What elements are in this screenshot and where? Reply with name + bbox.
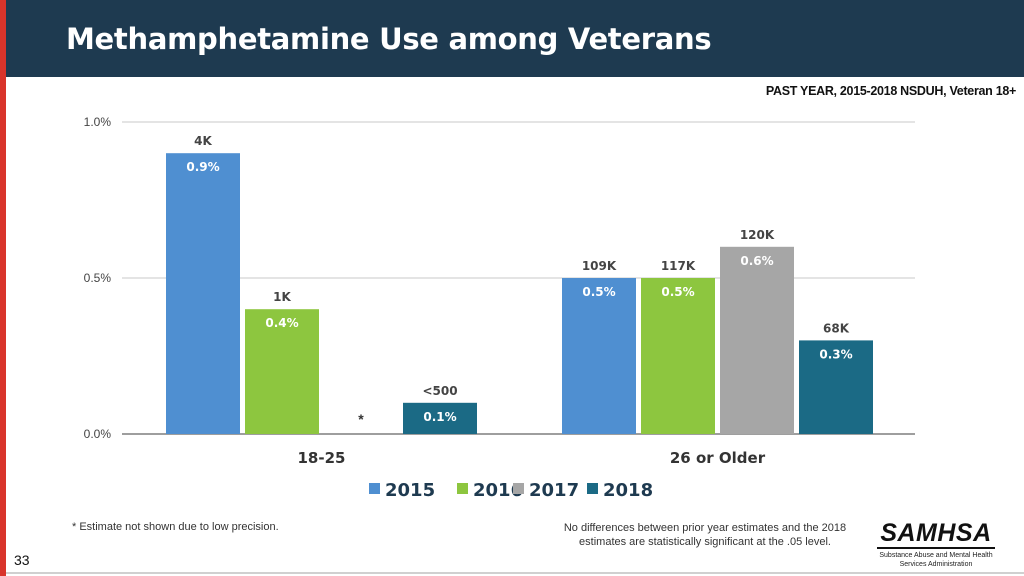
bar-value-label: 0.6% xyxy=(740,254,773,268)
bar-value-label: 0.5% xyxy=(661,285,694,299)
legend-swatch-2015 xyxy=(369,483,380,494)
accent-stripe xyxy=(0,0,6,576)
legend-label-2017: 2017 xyxy=(529,480,579,501)
bar-count-label: <500 xyxy=(422,384,457,398)
y-tick-label: 0.5% xyxy=(84,271,112,285)
legend-swatch-2018 xyxy=(587,483,598,494)
legend-swatch-2016 xyxy=(457,483,468,494)
footnote-significance: No differences between prior year estima… xyxy=(563,522,847,548)
suppressed-estimate-marker: * xyxy=(358,411,364,427)
bar-value-label: 0.4% xyxy=(265,316,298,330)
bar-2015-18-25 xyxy=(166,153,240,434)
footer-divider xyxy=(6,572,1024,574)
bar-2016-18-25 xyxy=(245,309,319,434)
bar-count-label: 68K xyxy=(823,321,850,335)
chart-subtitle: PAST YEAR, 2015-2018 NSDUH, Veteran 18+ xyxy=(765,84,1016,98)
header-banner: Methamphetamine Use among Veterans xyxy=(6,0,1024,77)
x-category-label: 26 or Older xyxy=(670,449,766,467)
bar-2018-26-plus xyxy=(799,340,873,434)
bar-value-label: 0.9% xyxy=(186,160,219,174)
legend-label-2016: 2016 xyxy=(473,480,523,501)
bar-chart: 0.0% 0.5% 1.0% 0.9% 4K 0.4% 1K * 0.1% <500 18-25 0.… xyxy=(84,115,915,501)
bar-2018-18-25 xyxy=(403,402,477,434)
bar-2015-26-plus xyxy=(562,278,636,434)
bar-value-label: 0.3% xyxy=(819,347,852,361)
logo-wordmark: SAMHSA xyxy=(880,519,992,547)
bar-count-label: 117K xyxy=(661,259,696,273)
bar-2017-26-plus xyxy=(720,246,794,434)
y-tick-label: 1.0% xyxy=(84,115,112,129)
bar-count-label: 4K xyxy=(194,134,212,148)
legend-swatch-2017 xyxy=(513,483,524,494)
y-tick-label: 0.0% xyxy=(84,427,112,441)
bar-count-label: 109K xyxy=(582,259,617,273)
x-category-label: 18-25 xyxy=(298,449,346,467)
legend-label-2018: 2018 xyxy=(603,480,653,501)
bar-value-label: 0.5% xyxy=(582,285,615,299)
bar-count-label: 120K xyxy=(740,228,775,242)
page-title: Methamphetamine Use among Veterans xyxy=(66,22,712,56)
footnote-low-precision: * Estimate not shown due to low precisio… xyxy=(72,521,279,533)
logo-subtitle: Substance Abuse and Mental Health Servic… xyxy=(879,552,993,568)
legend-label-2015: 2015 xyxy=(385,480,435,501)
samhsa-logo: SAMHSA Substance Abuse and Mental Health… xyxy=(876,520,996,569)
bar-count-label: 1K xyxy=(273,290,291,304)
bar-2016-26-plus xyxy=(641,278,715,434)
page-number: 33 xyxy=(14,552,30,568)
logo-rule xyxy=(877,547,995,549)
bar-value-label: 0.1% xyxy=(423,410,456,424)
